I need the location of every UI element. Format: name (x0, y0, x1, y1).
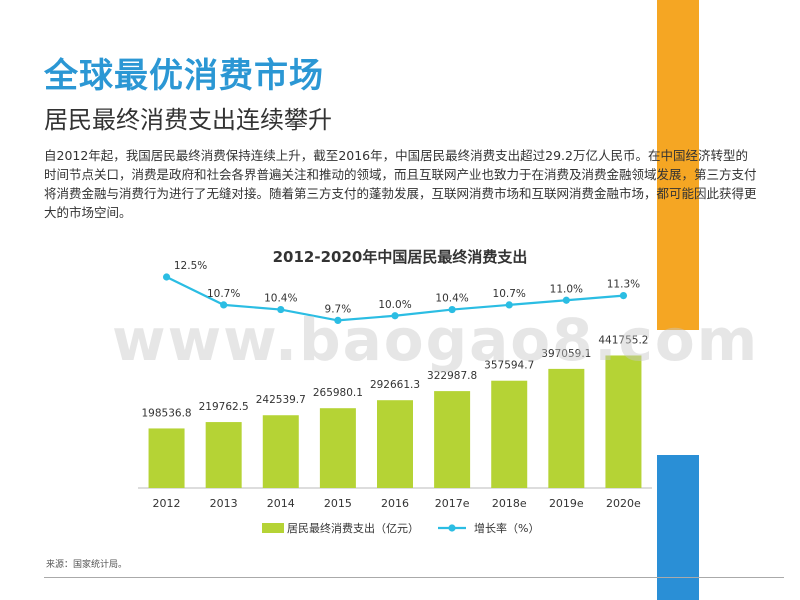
x-tick-2017e: 2017e (435, 497, 470, 510)
bar-label-2020e: 441755.2 (598, 334, 648, 346)
growth-label-2014: 10.4% (264, 293, 297, 305)
bar-label-2014: 242539.7 (256, 394, 306, 406)
bar-2014 (262, 415, 299, 488)
growth-label-2017e: 10.4% (435, 293, 468, 305)
growth-point-2015 (334, 316, 342, 324)
page-subtitle: 居民最终消费支出连续攀升 (44, 106, 332, 134)
growth-point-2016 (391, 312, 399, 320)
bar-label-2016: 292661.3 (370, 379, 420, 391)
bar-2019e (548, 368, 585, 488)
x-tick-2019e: 2019e (549, 497, 584, 510)
growth-label-2015: 9.7% (325, 303, 352, 315)
decor-blue-bar (657, 455, 699, 600)
growth-label-2016: 10.0% (378, 299, 411, 311)
x-tick-2020e: 2020e (606, 497, 641, 510)
bar-2016 (377, 400, 413, 488)
legend-line-marker (448, 524, 456, 532)
watermark: www.baogao8.com (112, 306, 760, 374)
bar-label-2019e: 397059.1 (541, 348, 591, 360)
growth-point-2014 (277, 305, 285, 314)
bar-label-2018e: 357594.7 (484, 360, 534, 372)
x-tick-2013: 2013 (210, 497, 238, 510)
legend-bar-label: 居民最终消费支出（亿元） (287, 521, 419, 535)
growth-label-2012: 12.5% (174, 260, 207, 272)
x-tick-2018e: 2018e (492, 497, 527, 510)
legend-bar-swatch (262, 523, 284, 533)
page-title: 全球最优消费市场 (44, 56, 324, 96)
bar-label-2012: 198536.8 (142, 407, 192, 419)
legend-line-label: 增长率（%） (474, 521, 539, 535)
bar-label-2015: 265980.1 (313, 387, 363, 399)
bar-2020e (605, 355, 642, 488)
growth-point-2019e (562, 296, 570, 304)
body-paragraph: 自2012年起，我国居民最终消费保持连续上升，截至2016年，中国居民最终消费支… (44, 148, 757, 220)
growth-label-2018e: 10.7% (493, 288, 526, 300)
bar-2018e (491, 380, 528, 488)
growth-point-2017e (448, 305, 456, 314)
growth-point-2013 (220, 301, 228, 309)
bar-2015 (319, 408, 356, 488)
bar-2012 (148, 428, 185, 488)
growth-label-2020e: 11.3% (607, 279, 640, 291)
growth-point-2018e (505, 301, 513, 309)
x-tick-2016: 2016 (381, 497, 409, 510)
footer-divider (44, 577, 784, 578)
x-tick-2012: 2012 (153, 497, 181, 510)
chart-title: 2012-2020年中国居民最终消费支出 (272, 248, 528, 266)
growth-point-2020e (619, 292, 628, 300)
bar-2017e (434, 391, 471, 488)
decor-orange-bar (657, 0, 699, 330)
bar-label-2013: 219762.5 (199, 401, 249, 413)
growth-label-2019e: 11.0% (550, 283, 583, 295)
growth-label-2013: 10.7% (207, 288, 240, 300)
bar-2013 (205, 422, 242, 488)
bar-label-2017e: 322987.8 (427, 370, 477, 382)
source-note: 来源：国家统计局。 (46, 560, 128, 570)
x-tick-2015: 2015 (324, 497, 352, 510)
growth-point-2012 (162, 273, 171, 281)
x-tick-2014: 2014 (267, 497, 295, 510)
